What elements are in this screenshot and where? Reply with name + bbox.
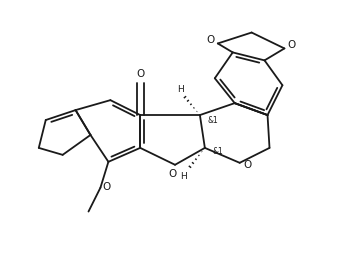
- Text: O: O: [207, 36, 215, 45]
- Text: &1: &1: [208, 116, 219, 124]
- Text: O: O: [136, 69, 144, 79]
- Text: H: H: [177, 85, 183, 94]
- Text: H: H: [180, 172, 187, 181]
- Text: O: O: [287, 40, 296, 51]
- Text: O: O: [102, 182, 110, 192]
- Text: O: O: [244, 160, 252, 170]
- Text: &1: &1: [213, 147, 223, 156]
- Text: O: O: [168, 169, 176, 179]
